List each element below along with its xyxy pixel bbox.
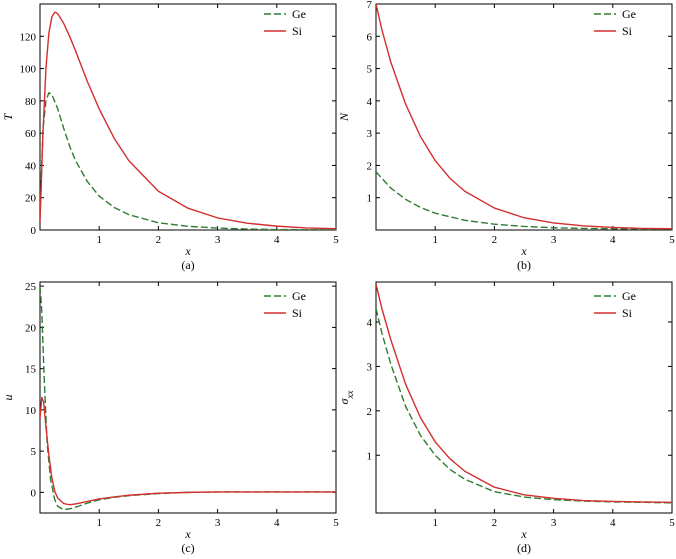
- y-tick-label: 2: [367, 160, 373, 172]
- y-tick-label: 40: [25, 160, 37, 172]
- x-tick-label: 2: [156, 234, 162, 246]
- y-tick-label: 20: [25, 193, 37, 205]
- x-axis-label: x: [520, 244, 527, 258]
- x-tick-label: 4: [610, 234, 616, 246]
- y-tick-label: 7: [367, 0, 373, 11]
- y-tick-label: 120: [20, 31, 37, 43]
- x-axis-label: x: [184, 527, 191, 541]
- y-tick-label: 10: [25, 405, 37, 417]
- x-tick-label: 1: [96, 234, 102, 246]
- series-line-ge: [376, 308, 672, 504]
- x-tick-label: 1: [432, 234, 438, 246]
- x-tick-label: 2: [156, 517, 162, 529]
- x-tick-label: 3: [551, 234, 557, 246]
- plot-frame: [375, 281, 673, 514]
- x-tick-label: 2: [492, 234, 498, 246]
- y-axis-label: σxx: [337, 391, 355, 405]
- y-tick-label: 6: [367, 31, 373, 43]
- y-axis-label: N: [337, 112, 351, 122]
- chart-panel-4: 1 2 3 4 5 1 2 3 4 x σxx (d) Ge Si: [337, 281, 675, 555]
- y-tick-label: 80: [25, 96, 37, 108]
- legend-label-si: Si: [622, 24, 633, 38]
- series-line-ge: [376, 171, 672, 230]
- x-tick-label: 4: [610, 517, 616, 529]
- plot-frame: [39, 281, 337, 514]
- y-tick-label: 3: [367, 361, 373, 373]
- x-tick-label: 5: [669, 234, 675, 246]
- y-tick-label: 100: [20, 64, 37, 76]
- legend-label-ge: Ge: [622, 289, 636, 303]
- y-tick-label: 25: [25, 281, 37, 293]
- y-tick-label: 20: [25, 322, 37, 334]
- y-axis-label: T: [1, 112, 15, 120]
- y-tick-label: 0: [31, 225, 37, 237]
- y-tick-label: 5: [367, 64, 373, 76]
- x-axis-label: x: [520, 527, 527, 541]
- y-tick-label: 1: [367, 193, 373, 205]
- series-line-si: [40, 396, 336, 506]
- y-tick-label: 60: [25, 128, 37, 140]
- chart-panel-3: 1 2 3 4 5 0 5 10 15 20 25 x u (c) Ge Si: [1, 281, 339, 555]
- plot-frame: [375, 3, 673, 231]
- x-tick-label: 3: [551, 517, 557, 529]
- panel-label: (a): [181, 258, 194, 272]
- panel-label: (d): [517, 541, 531, 555]
- x-tick-label: 1: [96, 517, 102, 529]
- series-line-si: [376, 284, 672, 504]
- x-axis-label: x: [184, 244, 191, 258]
- panel-label: (b): [517, 258, 531, 272]
- y-axis-label: u: [1, 395, 15, 401]
- plot-frame: [39, 3, 337, 231]
- y-tick-label: 15: [25, 364, 37, 376]
- y-tick-label: 4: [367, 96, 373, 108]
- legend-label-si: Si: [622, 306, 633, 320]
- x-tick-label: 2: [492, 517, 498, 529]
- x-tick-label: 4: [274, 234, 280, 246]
- y-tick-label: 3: [367, 128, 373, 140]
- y-tick-label: 1: [367, 450, 373, 462]
- series-line-si: [40, 11, 336, 230]
- series-line-si: [376, 4, 672, 230]
- x-tick-label: 5: [669, 517, 675, 529]
- legend-label-ge: Ge: [622, 7, 636, 21]
- x-tick-label: 3: [215, 517, 221, 529]
- legend-label-ge: Ge: [292, 7, 306, 21]
- series-line-ge: [40, 92, 336, 230]
- chart-panel-2: 1 2 3 4 5 1 2 3 4 5 6 7 x N (b) Ge Si: [337, 0, 675, 272]
- x-tick-label: 5: [333, 234, 339, 246]
- x-tick-label: 1: [432, 517, 438, 529]
- x-tick-label: 4: [274, 517, 280, 529]
- y-tick-label: 5: [31, 446, 37, 458]
- legend-label-ge: Ge: [292, 289, 306, 303]
- x-tick-label: 3: [215, 234, 221, 246]
- legend-label-si: Si: [292, 306, 303, 320]
- legend-label-si: Si: [292, 24, 303, 38]
- y-tick-label: 2: [367, 406, 373, 418]
- x-tick-label: 5: [333, 517, 339, 529]
- y-tick-label: 0: [31, 487, 37, 499]
- chart-panel-1: 1 2 3 4 5 0 20 40 60 80 100 120 x T (a) Ge Si: [1, 3, 339, 272]
- y-tick-label: 4: [367, 317, 373, 329]
- panel-label: (c): [181, 541, 194, 555]
